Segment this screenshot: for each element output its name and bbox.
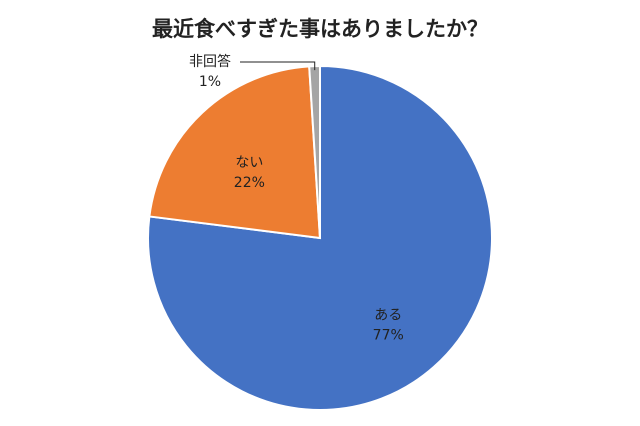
data-label-category: 非回答 [189, 53, 231, 70]
leader-line [240, 61, 316, 71]
pie-slice [148, 65, 322, 240]
data-label-category: ない [235, 155, 263, 171]
chart-title: 最近食べすぎた事はありましたか？ [152, 17, 488, 41]
data-label-value: 77% [373, 327, 404, 343]
data-label-value: 22% [234, 175, 265, 191]
data-label-value: 1% [199, 74, 221, 90]
data-label-category: ある [374, 307, 402, 323]
